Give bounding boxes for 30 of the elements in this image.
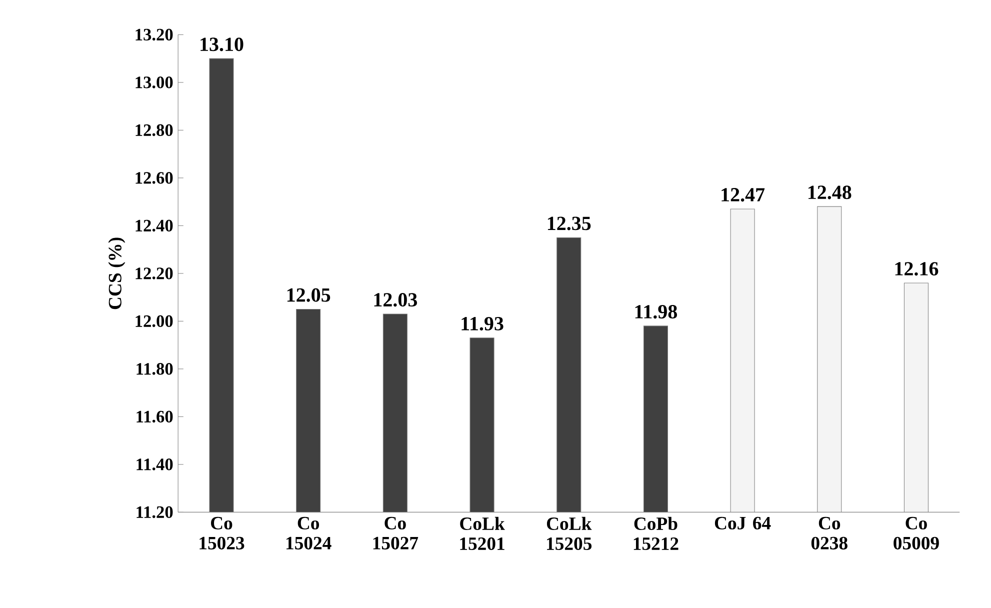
data-label: 12.47 [722, 188, 765, 202]
data-label: 13.10 [200, 37, 244, 52]
x-tick-label: Co 15023 [200, 516, 244, 550]
y-tick-label: 13.20 [136, 28, 173, 40]
x-tick-label: CoPb 15212 [634, 516, 678, 550]
data-label: 12.03 [374, 292, 417, 307]
y-tick-label: 11.20 [136, 506, 173, 518]
data-label: 11.98 [635, 304, 677, 318]
x-tick-label: CoLk 15201 [460, 516, 505, 550]
y-tick-label: 12.20 [136, 267, 173, 280]
y-tick-label: 11.40 [136, 458, 173, 470]
x-tick-label: CoLk 15205 [546, 516, 592, 550]
x-tick-label: CoJ 64 [714, 516, 771, 530]
y-tick-label: 12.80 [136, 124, 173, 136]
data-label: 12.35 [548, 216, 591, 230]
data-label: 11.93 [462, 316, 504, 330]
y-tick-label: 11.60 [136, 410, 173, 422]
y-axis-title: CCS (%) [108, 238, 126, 309]
x-tick-label: Co 15024 [286, 516, 332, 550]
x-tick-label: Co 05009 [894, 516, 939, 550]
y-tick-label: 11.80 [136, 362, 173, 375]
y-tick-label: 12.60 [136, 172, 173, 184]
y-tick-label: 13.00 [136, 76, 173, 88]
y-tick-label: 12.40 [136, 220, 173, 232]
y-tick-label: 12.00 [136, 315, 173, 327]
x-tick-label: Co 0238 [811, 516, 848, 550]
data-label: 12.05 [287, 288, 330, 302]
data-label: 12.16 [895, 262, 938, 276]
x-tick-label: Co 15027 [373, 516, 418, 550]
data-label: 12.48 [808, 186, 852, 200]
